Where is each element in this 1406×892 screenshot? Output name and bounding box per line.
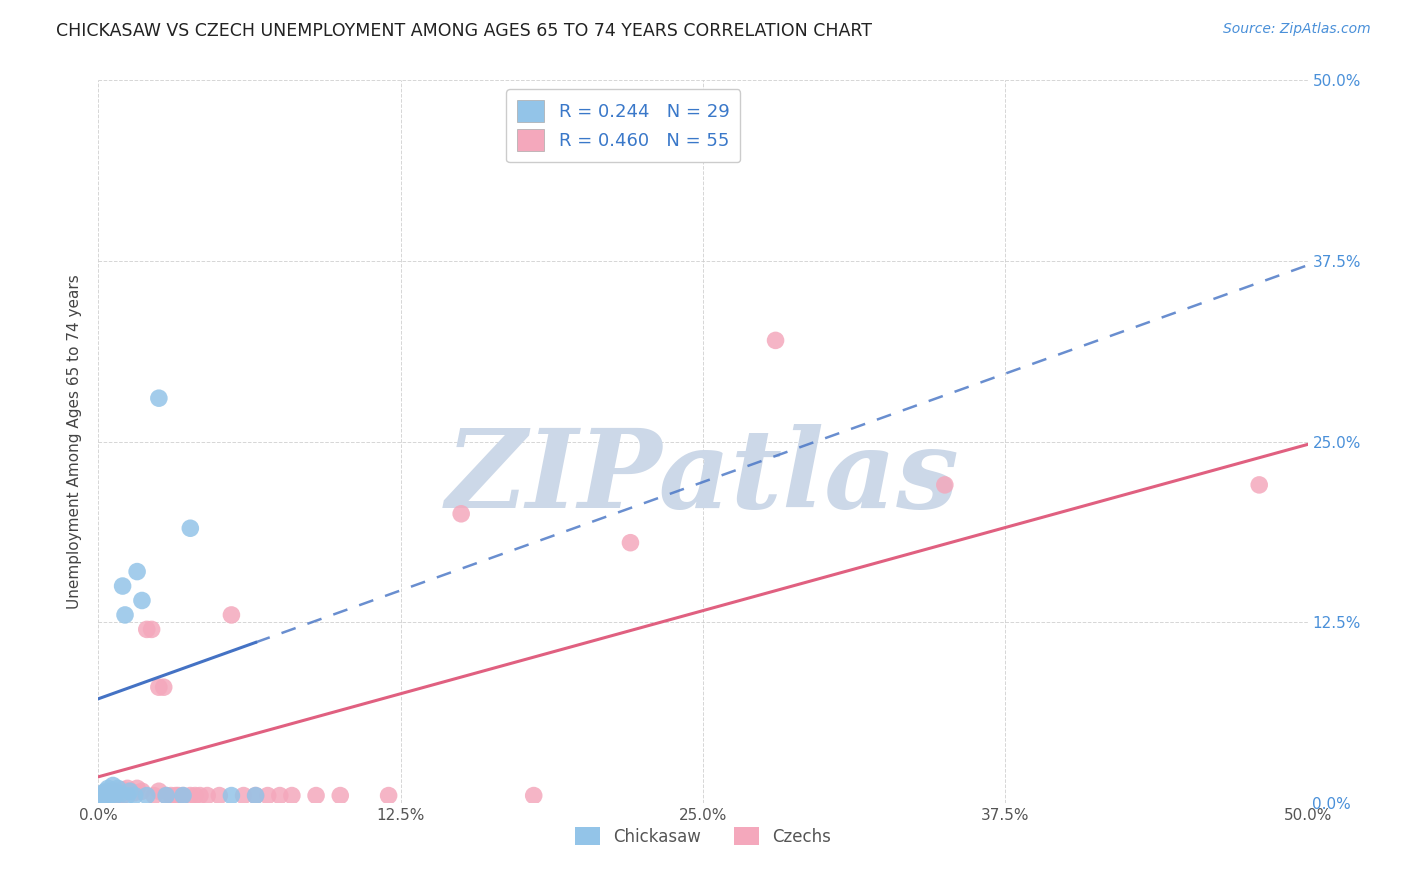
Point (135, 789, 157, 803)
Point (148, 680, 170, 694)
Point (101, 784, 124, 798)
Point (269, 789, 291, 803)
Legend: Chickasaw, Czechs: Chickasaw, Czechs (568, 821, 838, 852)
Point (94, 791, 117, 805)
Text: Source: ZipAtlas.com: Source: ZipAtlas.com (1223, 22, 1371, 37)
Point (97, 789, 120, 803)
Point (101, 789, 124, 803)
Point (1249, 478, 1271, 492)
Point (91, 790, 114, 805)
Point (118, 784, 141, 798)
Point (104, 784, 127, 798)
Point (100, 787, 122, 801)
Point (124, 786, 146, 800)
Point (148, 391, 170, 405)
Point (179, 521, 201, 535)
Point (101, 786, 124, 800)
Point (155, 789, 177, 803)
Point (117, 781, 139, 796)
Text: ZIPatlas: ZIPatlas (446, 424, 960, 532)
Point (97, 790, 120, 805)
Point (104, 787, 127, 801)
Point (155, 789, 177, 803)
Point (141, 623, 163, 637)
Point (152, 680, 174, 694)
Point (172, 789, 194, 803)
Point (97, 781, 120, 796)
Y-axis label: Unemployment Among Ages 65 to 74 years: Unemployment Among Ages 65 to 74 years (67, 274, 83, 609)
Point (94, 786, 117, 800)
Point (184, 789, 207, 803)
Point (256, 789, 278, 803)
Point (90, 789, 112, 803)
Point (135, 623, 157, 637)
Point (195, 789, 218, 803)
Point (143, 789, 166, 803)
Point (245, 789, 267, 803)
Point (114, 607, 136, 622)
Point (148, 784, 170, 798)
Point (107, 786, 129, 800)
Point (523, 789, 546, 803)
Point (118, 784, 141, 798)
Point (104, 786, 127, 800)
Point (90, 789, 112, 803)
Point (104, 789, 127, 803)
Point (765, 334, 787, 348)
Point (94, 789, 117, 803)
Point (619, 535, 641, 549)
Point (91, 791, 114, 805)
Point (124, 789, 146, 803)
Point (107, 781, 129, 796)
Text: CHICKASAW VS CZECH UNEMPLOYMENT AMONG AGES 65 TO 74 YEARS CORRELATION CHART: CHICKASAW VS CZECH UNEMPLOYMENT AMONG AG… (56, 22, 872, 40)
Point (97, 790, 120, 805)
Point (329, 789, 352, 803)
Point (90, 791, 112, 805)
Point (305, 789, 328, 803)
Point (934, 478, 956, 492)
Point (111, 782, 134, 797)
Point (172, 789, 194, 803)
Point (111, 579, 134, 593)
Point (131, 784, 153, 798)
Point (221, 607, 243, 622)
Point (188, 789, 211, 803)
Point (100, 784, 122, 798)
Point (221, 789, 243, 803)
Point (108, 787, 131, 801)
Point (100, 789, 122, 803)
Point (101, 779, 124, 793)
Point (100, 787, 122, 801)
Point (165, 789, 187, 803)
Point (245, 789, 267, 803)
Point (450, 507, 472, 521)
Point (232, 789, 254, 803)
Point (117, 789, 139, 803)
Point (107, 789, 129, 803)
Point (377, 789, 399, 803)
Point (160, 789, 183, 803)
Point (111, 789, 134, 803)
Point (127, 565, 149, 579)
Point (108, 787, 131, 801)
Point (281, 789, 304, 803)
Point (208, 789, 231, 803)
Point (179, 789, 201, 803)
Point (91, 787, 114, 801)
Point (167, 789, 190, 803)
Point (91, 786, 114, 800)
Point (131, 593, 153, 607)
Point (127, 781, 149, 796)
Point (94, 784, 117, 798)
